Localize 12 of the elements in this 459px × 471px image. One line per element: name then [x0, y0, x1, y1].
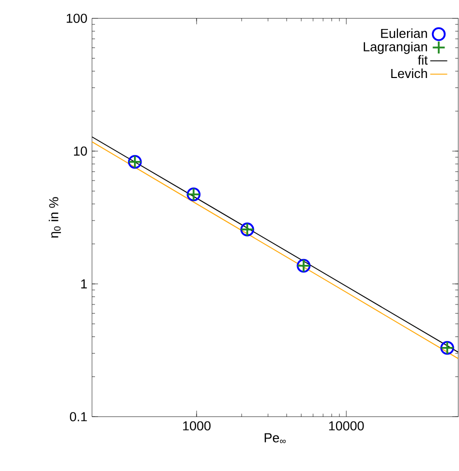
x-tick-label: 10000 [329, 421, 364, 430]
legend-label: Eulerian [381, 28, 427, 38]
y-tick-label: 100 [66, 14, 87, 23]
x-axis-title: Pe$_{∞}$ [264, 433, 286, 444]
y-tick-label: 0.1 [70, 412, 87, 422]
legend-label: Levich [391, 68, 427, 78]
legend-label: fit [418, 55, 428, 65]
x-tick-label: 1000 [183, 421, 211, 430]
legend-label: Lagrangian [364, 42, 427, 54]
y-axis-title: η$_{0}$ in % [48, 197, 61, 238]
y-tick-label: 10 [74, 146, 87, 156]
y-tick-label: 1 [81, 279, 87, 288]
